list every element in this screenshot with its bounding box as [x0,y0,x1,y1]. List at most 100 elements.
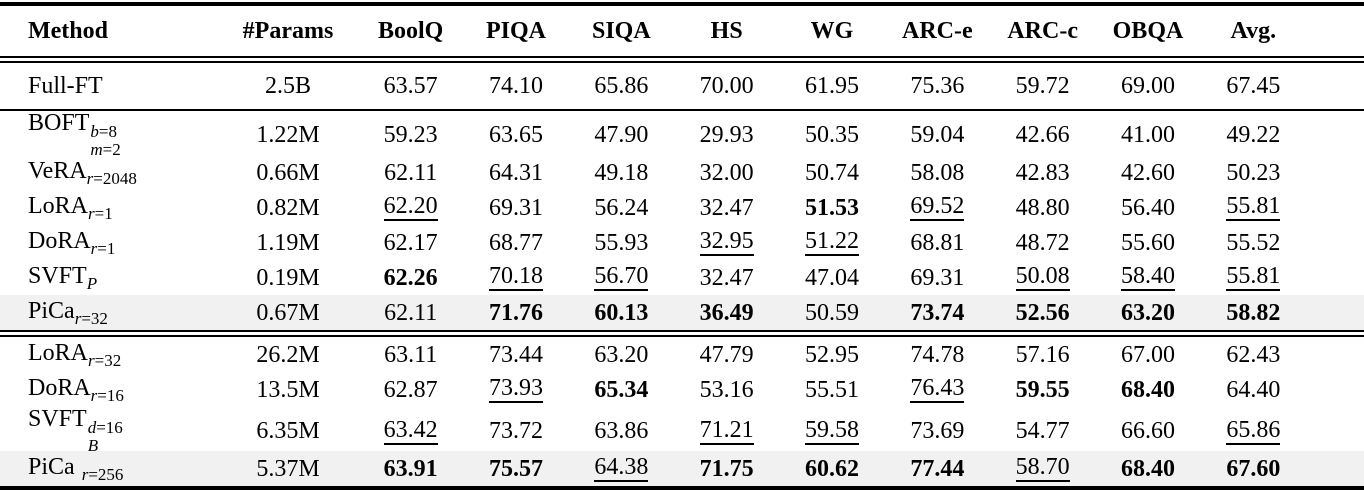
value-cell: 69.31 [885,266,990,290]
value-text: 50.59 [804,299,859,326]
value-cell: 42.60 [1095,161,1200,185]
value-cell: 65.86 [569,74,674,98]
value-text: 60.13 [594,299,649,326]
value-text: 68.40 [1120,376,1175,403]
table-row: SVFT d=16 B 6.35M 63.42 73.72 63.86 71.21 59.58 7… [0,406,1364,455]
value-text: 42.83 [1015,159,1070,186]
value-text: 69.31 [910,264,965,291]
value-cell: 32.95 [674,229,779,256]
method-subscript: r=32 [74,308,108,328]
method-scripts: b=8 m=2 [90,122,120,160]
value-cell: 74.10 [463,74,568,98]
value-cell: 75.57 [463,457,568,481]
value-cell: 52.95 [779,343,884,367]
method-cell: PiCar=32 [28,299,218,327]
section-divider-single [0,109,1364,111]
method-scripts: d=16 B [88,418,123,456]
value-text: 63.65 [488,122,543,149]
column-header: OBQA [1112,18,1184,44]
value-text: 64.38 [594,454,649,482]
method-cell: Full-FT [28,74,218,98]
method-cell: DoRAr=1 [28,229,218,257]
value-text: 58.40 [1120,263,1175,291]
value-text: 68.40 [1120,455,1175,482]
params-cell: 6.35M [256,418,320,445]
method-cell: SVFTP [28,264,218,292]
value-cell: 63.57 [358,74,463,98]
value-cell: 51.22 [779,229,884,256]
value-text: 64.40 [1226,376,1281,403]
value-cell: 67.00 [1095,343,1200,367]
value-text: 51.53 [804,194,859,221]
params-cell: 0.82M [256,194,320,221]
value-cell: 48.72 [990,231,1095,255]
value-text: 63.57 [383,73,438,99]
value-cell: 68.77 [463,231,568,255]
value-text: 77.44 [910,455,965,482]
params-cell: 0.66M [256,159,320,186]
value-cell: 63.86 [569,419,674,443]
method-name: PiCa [28,453,75,480]
section-divider-double [0,330,1364,337]
value-text: 57.16 [1015,341,1070,368]
value-text: 62.11 [384,299,438,326]
value-cell: 65.34 [569,378,674,402]
value-cell: 59.55 [990,378,1095,402]
value-text: 51.22 [804,228,859,256]
value-cell: 63.42 [358,418,463,445]
column-header: BoolQ [377,18,444,44]
value-text: 63.20 [1120,299,1175,326]
method-cell: LoRAr=1 [28,194,218,222]
value-cell: 75.36 [885,74,990,98]
value-cell: 58.40 [1095,264,1200,291]
value-text: 42.60 [1120,159,1175,186]
value-text: 63.20 [594,341,649,368]
value-cell: 50.08 [990,264,1095,291]
value-cell: 53.16 [674,378,779,402]
value-cell: 67.60 [1201,457,1306,481]
table-row: SVFTP 0.19M 62.26 70.18 56.70 32.47 47.04 69.31… [0,260,1364,295]
value-text: 48.72 [1015,229,1070,256]
value-text: 59.58 [804,416,859,445]
value-text: 69.52 [910,193,965,221]
value-cell: 58.70 [990,455,1095,482]
column-header: ARC-c [1007,18,1078,44]
table-row: BOFT b=8 m=2 1.22M 59.23 63.65 47.90 29.93 50.35… [0,111,1364,159]
value-cell: 67.45 [1201,74,1306,98]
value-text: 55.81 [1226,263,1281,291]
value-cell: 29.93 [674,123,779,147]
value-text: 56.40 [1120,194,1175,221]
value-text: 52.56 [1015,299,1070,326]
method-name: LoRA [28,192,88,219]
table-row: LoRAr=32 26.2M 63.11 73.44 63.20 47.79 52.95 74… [0,337,1364,372]
value-cell: 69.31 [463,196,568,220]
value-text: 55.93 [594,229,649,256]
method-cell: DoRAr=16 [28,376,218,404]
value-text: 60.62 [804,455,859,482]
value-cell: 55.51 [779,378,884,402]
value-text: 42.66 [1015,122,1070,149]
value-text: 67.60 [1226,455,1281,482]
header-row: Method #Params BoolQ PIQA SIQA HS WG ARC-e ARC-c… [0,6,1364,56]
value-cell: 64.31 [463,161,568,185]
value-cell: 50.35 [779,123,884,147]
value-cell: 64.38 [569,455,674,482]
value-cell: 70.18 [463,264,568,291]
value-cell: 41.00 [1095,123,1200,147]
value-cell: 50.23 [1201,161,1306,185]
params-cell: 2.5B [264,73,311,99]
method-name: SVFT [28,406,87,432]
method-cell: BOFT b=8 m=2 [28,111,218,160]
value-text: 62.87 [383,376,438,403]
value-cell: 42.66 [990,123,1095,147]
header-divider [0,56,1364,63]
value-text: 67.45 [1226,73,1281,99]
value-text: 29.93 [699,122,754,149]
value-cell: 36.49 [674,301,779,325]
value-text: 58.70 [1015,454,1070,482]
value-cell: 63.65 [463,123,568,147]
value-cell: 55.81 [1201,194,1306,221]
value-text: 68.81 [910,229,965,256]
value-text: 58.08 [910,159,965,186]
